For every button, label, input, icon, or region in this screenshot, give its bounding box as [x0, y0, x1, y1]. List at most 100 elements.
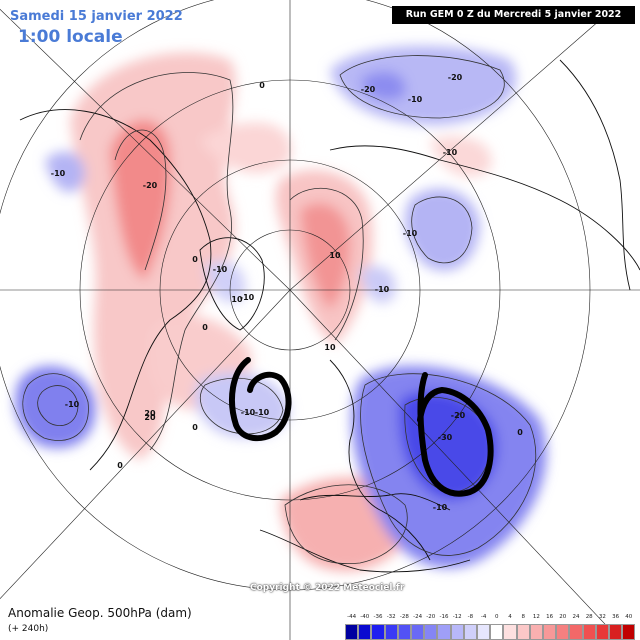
coastline-africa	[259, 529, 471, 573]
legend-swatch	[595, 624, 609, 640]
contour-label: -10	[241, 408, 256, 417]
legend-swatch	[569, 624, 583, 640]
contour-label: -10	[443, 148, 458, 157]
legend-swatch	[424, 624, 438, 640]
legend-label: 32	[598, 614, 606, 620]
hand-drawn-circle-europe	[417, 372, 494, 497]
contour-label: 0	[192, 423, 198, 432]
legend-label: -12	[452, 614, 462, 620]
contour-line	[200, 377, 284, 435]
model-run-banner: Run GEM 0 Z du Mercredi 5 janvier 2022	[392, 6, 635, 24]
legend-label: 0	[495, 614, 499, 620]
coastline-mediterranean	[299, 493, 451, 511]
contour-line	[37, 385, 79, 426]
coastline-north-america	[19, 109, 212, 471]
legend-swatch	[371, 624, 385, 640]
copyright: Copyright © 2022 Meteociel.fr	[250, 583, 405, 593]
legend-swatch	[437, 624, 451, 640]
contour-line	[360, 373, 537, 556]
legend-label: -24	[413, 614, 423, 620]
contour-line	[79, 72, 234, 451]
contour-label: -10	[408, 95, 423, 104]
contour-labels: 0-10-202010-10-20-100-1010-10-100-1020-1…	[51, 73, 523, 512]
negative-anomaly-scandinavia	[360, 266, 396, 303]
contour-label: 10	[231, 295, 243, 304]
contour-line	[22, 373, 89, 441]
contour-label: -30	[438, 433, 453, 442]
legend-label: -44	[347, 614, 357, 620]
legend-label: -40	[360, 614, 370, 620]
legend-label: 4	[508, 614, 512, 620]
negative-anomaly-siberia	[330, 46, 517, 125]
contour-label: -10	[403, 229, 418, 238]
contour-label: -10	[375, 285, 390, 294]
coastline-asia	[329, 145, 640, 271]
negative-anomaly-alaska	[45, 151, 85, 193]
legend-label: -20	[426, 614, 436, 620]
contour-label: 10	[329, 251, 341, 260]
contour-line	[411, 196, 473, 264]
legend-label: 28	[585, 614, 593, 620]
lead-time: (+ 240h)	[8, 624, 49, 634]
legend-label: -32	[386, 614, 396, 620]
negative-anomaly-central-asia	[405, 188, 480, 271]
field-name: Anomalie Geop. 500hPa (dam)	[8, 606, 192, 620]
contour-label: 0	[202, 323, 208, 332]
hand-drawn-circle-atlantic	[229, 357, 292, 442]
negative-anomaly-greenland	[205, 261, 246, 303]
legend-label: -4	[480, 614, 487, 620]
contour-label: 0	[517, 428, 523, 437]
legend-label: -28	[399, 614, 409, 620]
legend-swatch	[463, 624, 477, 640]
forecast-time: 1:00 locale	[18, 27, 123, 47]
legend-swatch	[384, 624, 398, 640]
contour-label: -20	[451, 411, 466, 420]
legend-label: -36	[373, 614, 383, 620]
contour-label: -20	[448, 73, 463, 82]
legend-swatch	[490, 624, 504, 640]
contour-label: -10	[51, 169, 66, 178]
contour-label: 0	[259, 81, 265, 90]
legend-swatch	[529, 624, 543, 640]
contour-line	[404, 396, 490, 493]
legend-label: 12	[532, 614, 540, 620]
legend-swatch	[397, 624, 411, 640]
contour-label: 10	[324, 343, 336, 352]
legend-label: 20	[559, 614, 567, 620]
contour-label: -20	[143, 181, 158, 190]
positive-anomaly-east-asia	[430, 136, 492, 177]
positive-anomaly-arctic-core	[300, 203, 351, 310]
negative-anomaly-pacific	[15, 366, 96, 448]
legend-swatch	[516, 624, 530, 640]
contour-label: -20	[361, 85, 376, 94]
contour-label: 20	[144, 409, 156, 418]
legend-swatch	[556, 624, 570, 640]
negative-anomaly-north-atlantic	[195, 372, 290, 439]
contour-label: -10	[433, 503, 448, 512]
legend-swatch	[609, 624, 623, 640]
contour-label: -10	[255, 408, 270, 417]
contour-label: -10	[240, 293, 255, 302]
legend-label: 40	[625, 614, 633, 620]
contours	[22, 55, 537, 565]
legend-swatch	[582, 624, 596, 640]
contour-label: 20	[144, 413, 156, 422]
coastline-europe	[329, 359, 431, 561]
forecast-date: Samedi 15 janvier 2022	[10, 9, 183, 24]
legend-swatch	[411, 624, 425, 640]
negative-anomaly-siberia-core	[360, 71, 406, 100]
contour-line	[289, 187, 364, 341]
legend-swatch	[358, 624, 372, 640]
coastline-greenland	[199, 237, 265, 331]
legend-swatch	[477, 624, 491, 640]
legend-label: 8	[521, 614, 525, 620]
legend-swatch	[622, 624, 636, 640]
contour-label: -10	[65, 400, 80, 409]
coastline-east-asia	[559, 59, 631, 291]
legend-swatch	[503, 624, 517, 640]
contour-label: 0	[192, 255, 198, 264]
